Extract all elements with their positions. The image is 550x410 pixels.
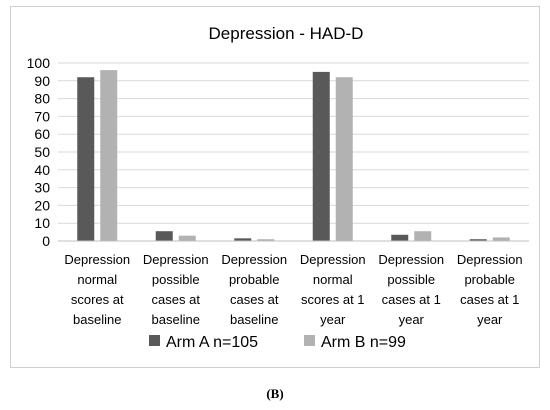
- legend-label: Arm B n=99: [321, 334, 406, 351]
- y-tick-label: 80: [34, 91, 50, 107]
- x-category-label: Depression probable cases at baseline: [221, 252, 287, 327]
- x-category-label: Depression possible cases at baseline: [143, 252, 209, 327]
- bar-arm-a-3: [234, 238, 252, 241]
- y-tick-label: 10: [34, 215, 50, 231]
- bar-arm-b-1: [100, 70, 118, 241]
- legend: Arm A n=105 Arm B n=99: [149, 334, 406, 351]
- legend-item: Arm A n=105: [149, 334, 258, 351]
- y-tick-label: 50: [34, 144, 50, 160]
- gridlines: [58, 62, 529, 224]
- bar-arm-b-6: [492, 237, 510, 241]
- y-tick-label: 70: [34, 108, 50, 124]
- chart-frame: Depression - HAD-D 0 10 20 30 40 50 60 70 80 90 10…: [10, 6, 540, 368]
- bar-arm-a-4: [312, 71, 330, 242]
- y-tick-label: 20: [34, 197, 50, 213]
- x-category-label: Depression possible cases at 1 year: [378, 252, 444, 327]
- bar-arm-a-2: [155, 231, 173, 241]
- bar-arm-a-6: [469, 239, 487, 241]
- y-tick-label: 30: [34, 180, 50, 196]
- bar-arm-b-3: [257, 239, 275, 241]
- x-category-label: Depression normal scores at 1 year: [300, 252, 366, 327]
- x-category-label: Depression normal scores at baseline: [64, 252, 130, 327]
- figure-caption: (B): [266, 386, 284, 401]
- y-tick-label: 60: [34, 126, 50, 142]
- bar-arm-b-2: [178, 235, 196, 241]
- bar-arm-b-4: [335, 77, 353, 242]
- y-tick-label: 90: [34, 73, 50, 89]
- y-tick-label: 100: [27, 55, 51, 71]
- bar-arm-a-1: [77, 77, 95, 242]
- y-tick-label: 40: [34, 162, 50, 178]
- y-tick-label: 0: [42, 233, 50, 249]
- chart-title: Depression - HAD-D: [209, 24, 364, 43]
- legend-label: Arm A n=105: [166, 334, 258, 351]
- legend-item: Arm B n=99: [304, 334, 406, 351]
- x-axis-labels: Depression normal scores at baselineDepress…: [64, 252, 522, 327]
- chart: Depression - HAD-D 010203040506070809010…: [27, 24, 529, 351]
- bar-arm-a-5: [391, 234, 409, 241]
- bars: [77, 70, 510, 242]
- bar-arm-b-5: [414, 231, 432, 241]
- x-category-label: Depression probable cases at 1 year: [457, 252, 523, 327]
- legend-swatch: [304, 335, 315, 346]
- legend-swatch: [149, 335, 160, 346]
